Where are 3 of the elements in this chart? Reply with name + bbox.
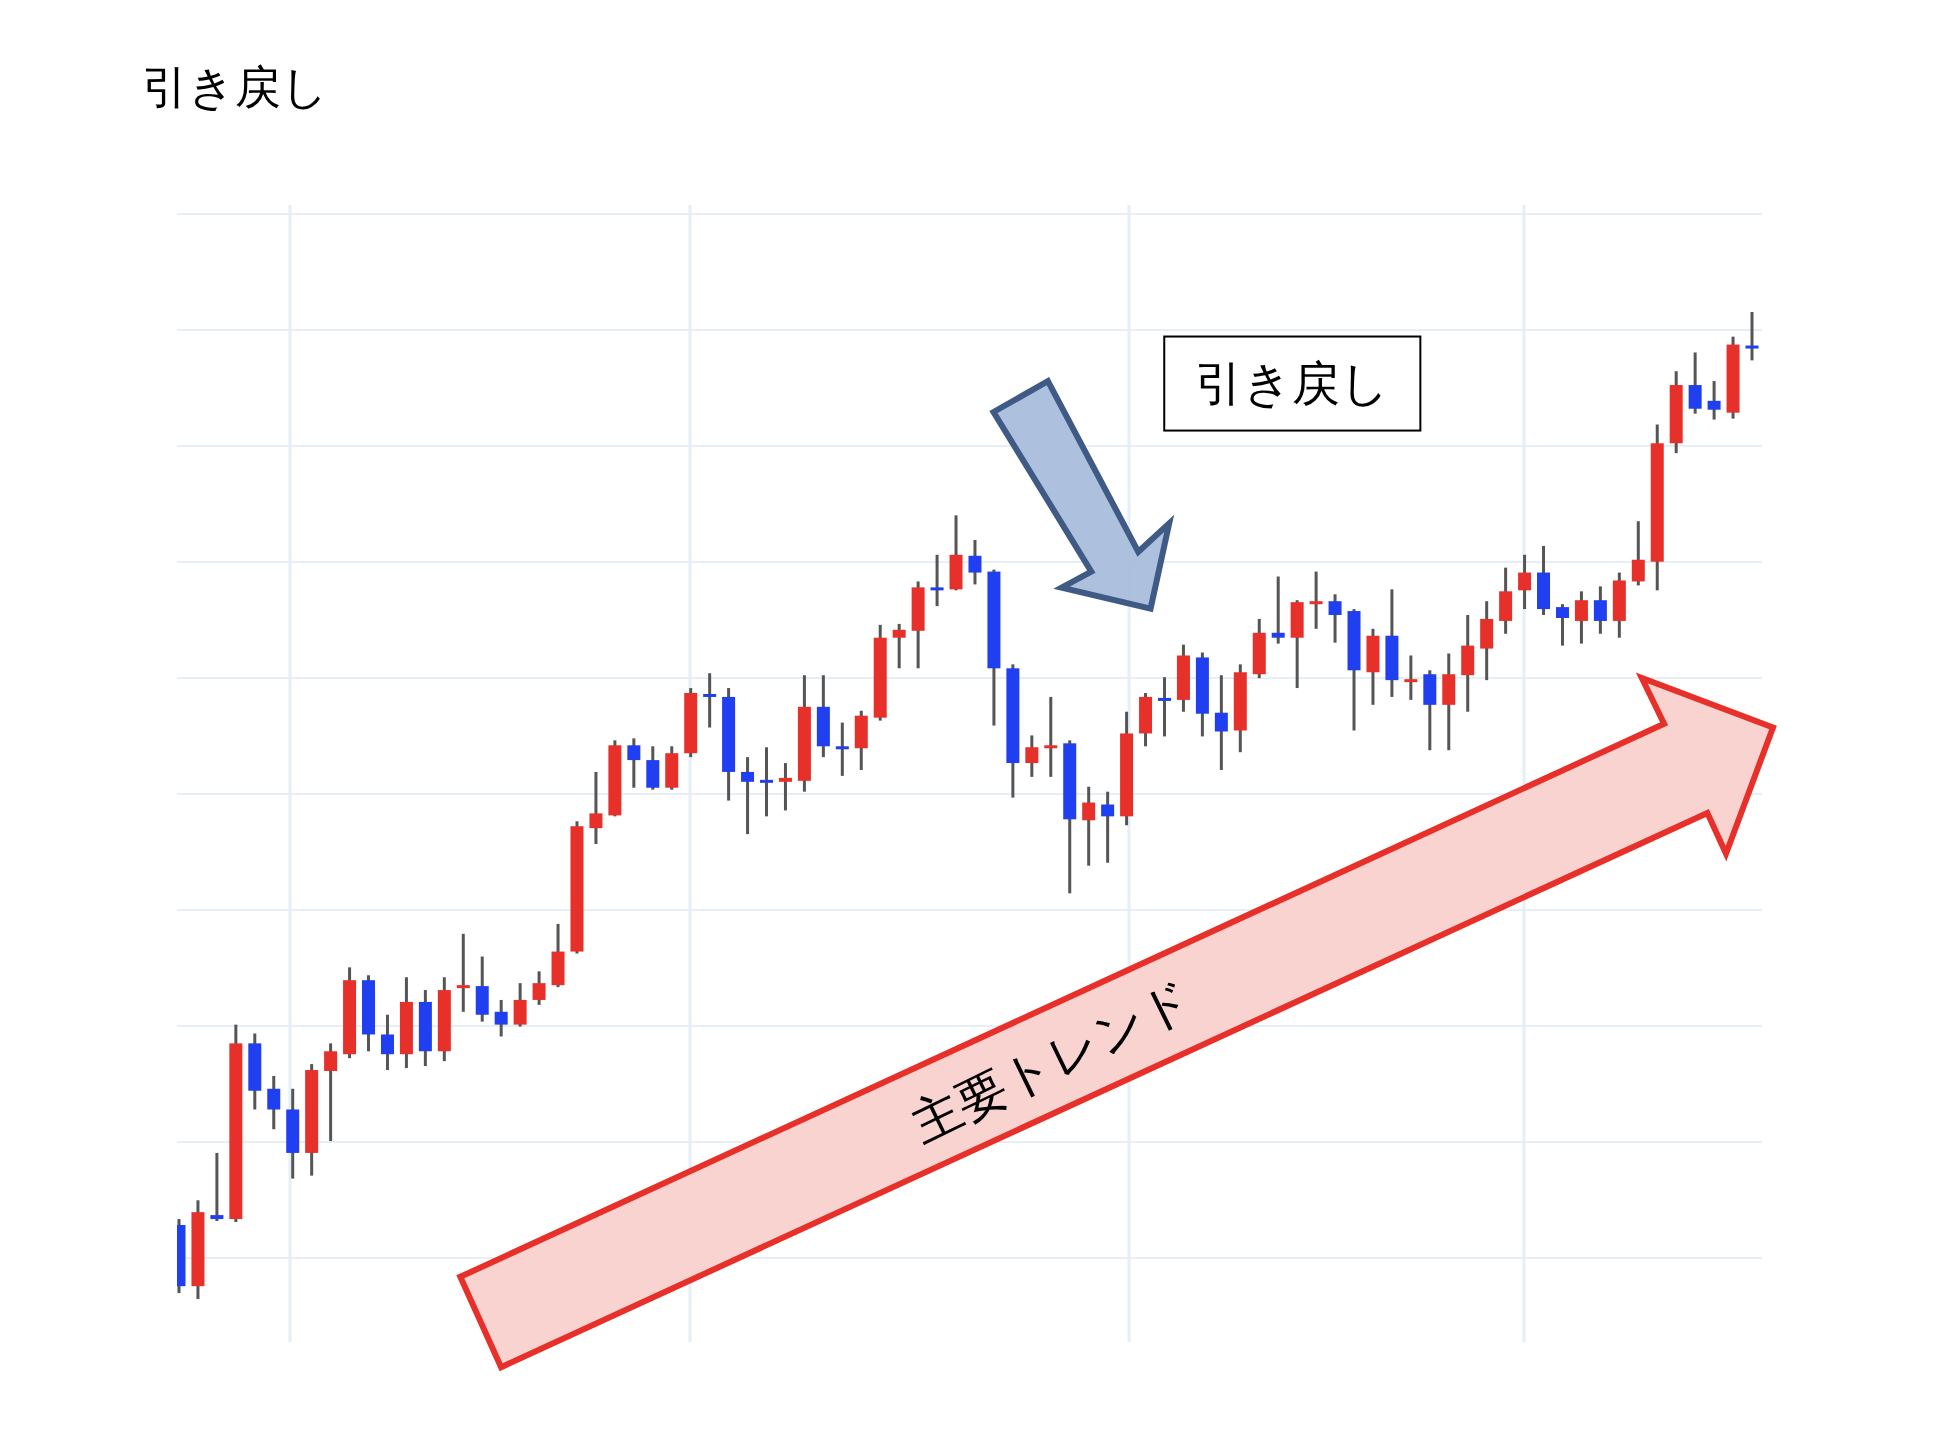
chart-title: 引き戻し <box>142 61 328 113</box>
annotation: 引き戻し <box>1195 357 1390 411</box>
annotation: 主要トレンド <box>902 969 1201 1154</box>
